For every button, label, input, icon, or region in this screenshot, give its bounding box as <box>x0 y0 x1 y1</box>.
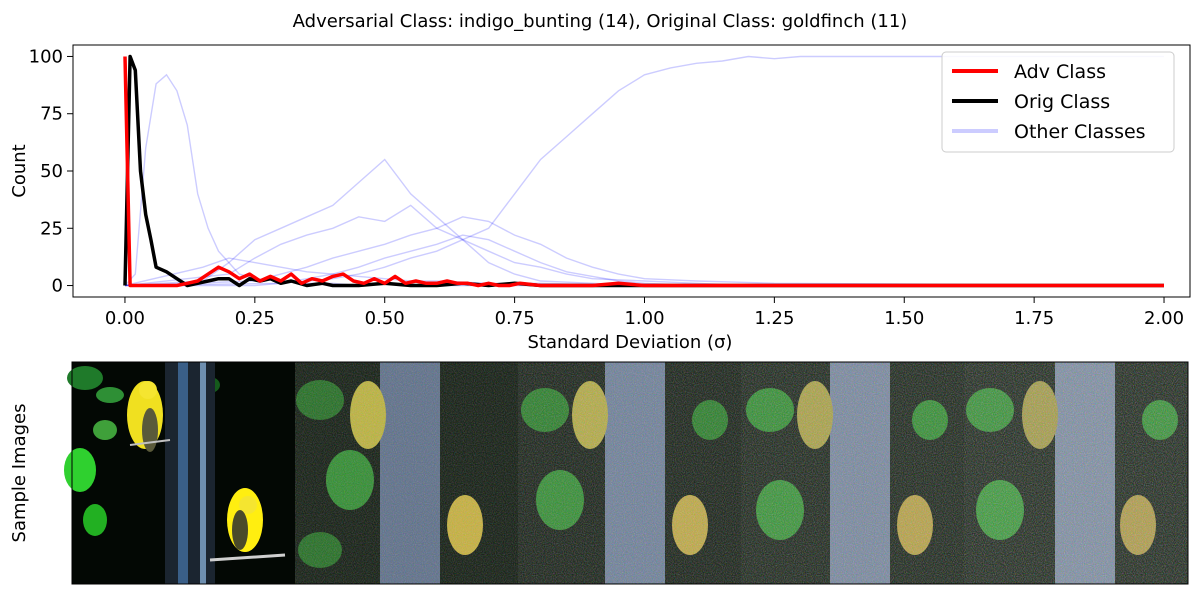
sample-image-panel <box>964 362 1188 584</box>
sample-image-panel <box>518 362 741 584</box>
x-tick-label: 0.75 <box>495 308 535 329</box>
x-tick-label: 0.00 <box>105 308 145 329</box>
legend-box <box>941 51 1175 153</box>
legend-label-adv: Adv Class <box>1014 61 1106 83</box>
x-tick-label: 2.00 <box>1144 308 1184 329</box>
sample-images-strip <box>64 361 1189 585</box>
y-axis-label: Count <box>9 144 30 197</box>
y-tick-label: 100 <box>29 46 63 67</box>
y-tick-label: 50 <box>40 161 63 182</box>
x-tick-label: 1.25 <box>754 308 794 329</box>
y-axis: 0 25 50 75 100 <box>29 46 73 297</box>
image-strip-border <box>71 361 1189 585</box>
sample-images-label: Sample Images <box>9 404 30 543</box>
x-axis: 0.00 0.25 0.50 0.75 1.00 1.25 1.50 1.75 2.00 <box>105 297 1184 329</box>
line-plot: 0.00 0.25 0.50 0.75 1.00 1.25 1.50 1.75 2.00 0 25… <box>9 44 1191 353</box>
legend: Adv Class Orig Class Other Classes <box>941 51 1175 153</box>
sample-image-panel <box>741 362 964 584</box>
y-tick-label: 0 <box>52 276 63 297</box>
x-axis-label: Standard Deviation (σ) <box>528 332 733 353</box>
legend-label-orig: Orig Class <box>1014 91 1110 113</box>
x-tick-label: 1.00 <box>624 308 664 329</box>
sample-image-panel <box>295 362 518 584</box>
legend-label-other: Other Classes <box>1014 121 1146 143</box>
series-line-other <box>124 204 1164 287</box>
y-tick-label: 25 <box>40 218 63 239</box>
x-tick-label: 1.75 <box>1014 308 1054 329</box>
sample-image-panel <box>64 362 295 584</box>
series-line-adv <box>123 56 1164 288</box>
chart-title: Adversarial Class: indigo_bunting (14), … <box>293 11 908 32</box>
x-tick-label: 0.25 <box>235 308 275 329</box>
x-tick-label: 0.50 <box>365 308 405 329</box>
series-adv-group <box>123 56 1164 288</box>
series-line-other <box>124 216 1165 287</box>
x-tick-label: 1.50 <box>884 308 924 329</box>
series-line-other <box>124 234 1164 287</box>
y-tick-label: 75 <box>40 104 63 125</box>
